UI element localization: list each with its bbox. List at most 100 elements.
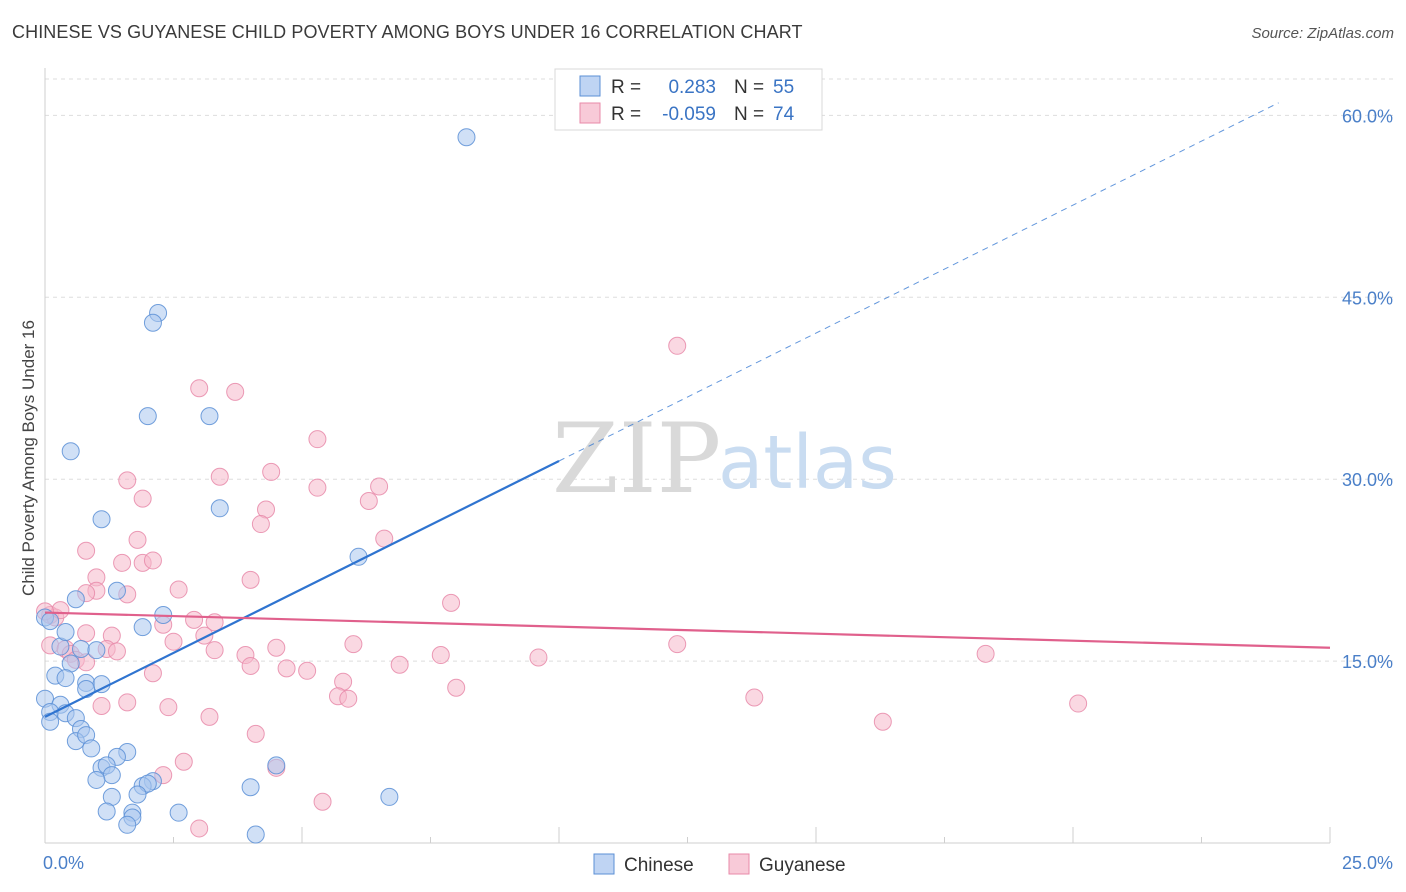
guyanese-point-11 [359, 492, 378, 511]
guyanese-point-44 [431, 646, 450, 665]
guyanese-point-63 [92, 696, 111, 715]
watermark-zip: ZIP [552, 403, 721, 515]
chart-title: CHINESE VS GUYANESE CHILD POVERTY AMONG … [12, 22, 803, 42]
guyanese-point-28 [185, 610, 204, 629]
chinese-point-24 [77, 679, 96, 698]
legend-r-value-guyanese: -0.059 [662, 104, 716, 125]
chinese-point-40 [102, 766, 121, 785]
legend-r-label-guyanese: R = [611, 104, 641, 125]
chinese-point-9 [66, 590, 85, 609]
chinese-point-41 [87, 770, 106, 789]
guyanese-point-5 [210, 467, 229, 486]
chinese-point-54 [246, 825, 265, 844]
guyanese-trend-line [44, 611, 1331, 649]
guyanese-point-60 [118, 693, 137, 712]
guyanese-point-65 [873, 712, 892, 731]
chinese-trend-extension [558, 102, 1279, 462]
guyanese-point-15 [77, 541, 96, 560]
guyanese-point-8 [370, 477, 389, 496]
tick-labels: 15.0% 30.0% 45.0% 60.0% 0.0% 25.0% [43, 106, 1393, 873]
guyanese-point-38 [107, 642, 126, 661]
legend-swatch-chinese [579, 75, 601, 97]
guyanese-point-66 [246, 724, 265, 743]
guyanese-point-46 [976, 644, 995, 663]
y-tick-label-2: 45.0% [1342, 288, 1393, 308]
guyanese-point-54 [143, 664, 162, 683]
guyanese-point-58 [339, 689, 358, 708]
chinese-point-45 [241, 778, 260, 797]
chinese-point-4 [200, 407, 219, 426]
chinese-point-5 [61, 442, 80, 461]
chinese-point-2 [143, 313, 162, 332]
chinese-point-6 [210, 499, 229, 518]
guyanese-point-0 [668, 336, 687, 355]
chinese-point-3 [138, 407, 157, 426]
guyanese-point-16 [113, 553, 132, 572]
watermark-atlas: atlas [718, 420, 897, 506]
chinese-point-18 [87, 641, 106, 660]
guyanese-point-4 [118, 471, 137, 490]
chinese-point-12 [133, 618, 152, 637]
guyanese-point-39 [205, 641, 224, 660]
guyanese-point-20 [241, 570, 260, 589]
y-axis-label: Child Poverty Among Boys Under 16 [19, 320, 38, 596]
correlation-legend: R = 0.283 N = 55 R = -0.059 N = 74 [554, 68, 823, 131]
guyanese-point-3 [308, 430, 327, 449]
chinese-trend-line [44, 460, 560, 718]
chinese-point-23 [92, 675, 111, 694]
guyanese-point-40 [267, 638, 286, 657]
guyanese-point-13 [128, 530, 147, 549]
guyanese-point-53 [390, 655, 409, 674]
chinese-point-53 [118, 815, 137, 834]
chinese-point-49 [97, 802, 116, 821]
chinese-point-10 [107, 581, 126, 600]
chinese-point-34 [82, 739, 101, 758]
guyanese-point-31 [77, 624, 96, 643]
guyanese-point-25 [442, 593, 461, 612]
watermark: ZIP atlas [552, 403, 897, 515]
legend-r-value-chinese: 0.283 [668, 77, 716, 98]
chinese-point-7 [92, 510, 111, 529]
legend-r-label-chinese: R = [611, 77, 641, 98]
guyanese-point-59 [745, 688, 764, 707]
guyanese-point-62 [1069, 694, 1088, 713]
guyanese-point-18 [143, 551, 162, 570]
guyanese-point-1 [190, 379, 209, 398]
guyanese-point-61 [159, 698, 178, 717]
legend-n-value-guyanese: 74 [773, 104, 795, 125]
chinese-points [36, 128, 476, 844]
guyanese-point-64 [200, 707, 219, 726]
guyanese-point-12 [251, 515, 270, 534]
chinese-point-21 [56, 669, 75, 688]
guyanese-point-56 [447, 678, 466, 697]
guyanese-point-2 [226, 382, 245, 401]
x-tick-label-0: 0.0% [43, 853, 84, 873]
guyanese-point-51 [277, 659, 296, 678]
guyanese-point-34 [164, 632, 183, 651]
chinese-point-51 [169, 803, 188, 822]
series-legend-label-guyanese: Guyanese [759, 855, 846, 876]
legend-n-value-chinese: 55 [773, 77, 794, 98]
guyanese-point-43 [344, 635, 363, 654]
chinese-point-46 [128, 785, 147, 804]
y-tick-label-1: 30.0% [1342, 470, 1393, 490]
chinese-point-0 [457, 128, 476, 147]
guyanese-point-7 [308, 478, 327, 497]
series-legend: Chinese Guyanese [593, 853, 846, 876]
legend-n-label-guyanese: N = [734, 104, 764, 125]
chinese-point-14 [41, 612, 60, 631]
chinese-point-30 [41, 712, 60, 731]
y-tick-label-0: 15.0% [1342, 652, 1393, 672]
x-tick-label-1: 25.0% [1342, 853, 1393, 873]
guyanese-point-50 [241, 656, 260, 675]
guyanese-point-23 [169, 580, 188, 599]
chinese-point-39 [267, 756, 286, 775]
guyanese-point-6 [262, 462, 281, 481]
guyanese-point-67 [174, 752, 193, 771]
guyanese-point-9 [133, 489, 152, 508]
chinese-point-16 [56, 622, 75, 641]
guyanese-point-71 [190, 819, 209, 838]
chinese-point-17 [71, 639, 90, 658]
legend-n-label-chinese: N = [734, 77, 764, 98]
